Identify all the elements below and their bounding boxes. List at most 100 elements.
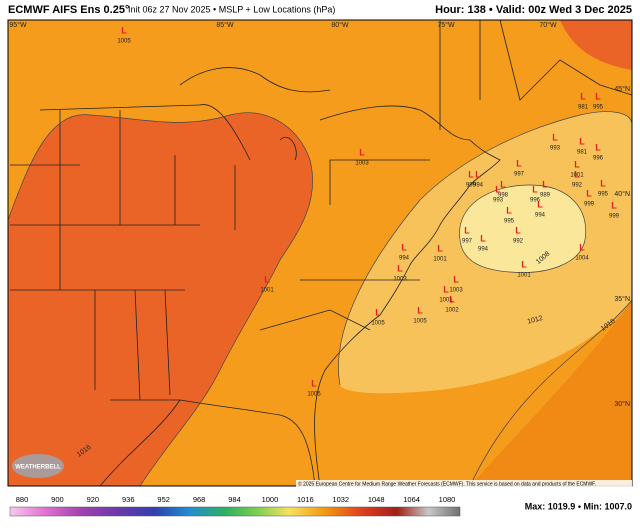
colorbar-label: 1048 xyxy=(368,495,385,504)
low-pressure-value: 981 xyxy=(578,105,589,111)
low-pressure-value: 996 xyxy=(593,156,604,162)
low-symbol: L xyxy=(574,169,580,179)
low-symbol: L xyxy=(121,25,127,35)
low-pressure-value: 1003 xyxy=(393,277,407,283)
low-pressure-value: 1001 xyxy=(517,273,531,279)
low-symbol: L xyxy=(264,274,270,284)
low-symbol: L xyxy=(311,378,317,388)
low-symbol: L xyxy=(401,242,407,252)
high-pressure-zone xyxy=(470,300,632,486)
low-pressure-value: 1001 xyxy=(433,257,447,263)
colorbar-label: 1032 xyxy=(332,495,349,504)
colorbar-label: 900 xyxy=(51,495,64,504)
low-pressure-value: 1003 xyxy=(355,161,369,167)
low-symbol: L xyxy=(475,169,481,179)
low-symbol: L xyxy=(443,284,449,294)
copyright: © 2025 European Centre for Medium Range … xyxy=(298,480,596,487)
low-symbol: L xyxy=(500,179,506,189)
low-symbol: L xyxy=(375,307,381,317)
low-pressure-value: 999 xyxy=(466,183,477,189)
colorbar-label: 984 xyxy=(228,495,241,504)
low-pressure-value: 999 xyxy=(609,214,620,220)
colorbar-label: 880 xyxy=(16,495,29,504)
colorbar xyxy=(9,506,461,517)
logo-text: WEATHERBELL xyxy=(15,465,61,471)
low-symbol: L xyxy=(532,184,538,194)
low-pressure-value: 992 xyxy=(513,239,524,245)
low-pressure-value: 1004 xyxy=(575,256,589,262)
colorbar-label: 968 xyxy=(193,495,206,504)
low-symbol: L xyxy=(579,242,585,252)
low-symbol: L xyxy=(506,205,512,215)
low-symbol: L xyxy=(417,305,423,315)
low-pressure-value: 1003 xyxy=(449,288,463,294)
low-pressure-value: 999 xyxy=(584,202,595,208)
low-symbol: L xyxy=(552,132,558,142)
low-symbol: L xyxy=(468,169,474,179)
latitude-label: 40°N xyxy=(614,190,630,198)
low-pressure-value: 1005 xyxy=(371,321,385,327)
contour-region xyxy=(459,185,586,273)
low-symbol: L xyxy=(542,179,548,189)
latitude-label: 45°N xyxy=(614,85,630,93)
colorbar-label: 1080 xyxy=(439,495,456,504)
valid-time: Hour: 138 • Valid: 00z Wed 3 Dec 2025 xyxy=(435,4,632,16)
map-area: WEATHERBELL xyxy=(7,19,633,487)
low-pressure-value: 992 xyxy=(572,183,583,189)
low-pressure-zone xyxy=(8,112,313,486)
low-symbol: L xyxy=(359,147,365,157)
colorbar-label: 936 xyxy=(122,495,135,504)
latitude-label: 30°N xyxy=(614,400,630,408)
subtitle: Init 06z 27 Nov 2025 • MSLP + Low Locati… xyxy=(128,4,335,14)
longitude-label: 70°W xyxy=(539,21,557,29)
low-pressure-value: 981 xyxy=(577,150,588,156)
low-symbol: L xyxy=(579,136,585,146)
contour-lines xyxy=(7,111,633,487)
low-pressure-value: 995 xyxy=(504,219,515,225)
low-symbol: L xyxy=(574,159,580,169)
low-pressure-value: 1001 xyxy=(570,173,584,179)
low-pressure-value: 995 xyxy=(598,192,609,198)
low-pressure-value: 1005 xyxy=(117,39,131,45)
low-symbol: L xyxy=(495,184,501,194)
low-pressure-value: 1001 xyxy=(260,288,274,294)
low-symbol: L xyxy=(595,142,601,152)
low-symbol: L xyxy=(464,225,470,235)
low-symbol: L xyxy=(580,91,586,101)
low-symbol: L xyxy=(453,274,459,284)
logo-mark xyxy=(12,454,64,478)
logo: WEATHERBELL xyxy=(12,454,64,478)
title: ECMWF AIFS Ens 0.25° xyxy=(8,4,129,16)
low-pressure-value: 994 xyxy=(399,256,410,262)
contour-label: 1012 xyxy=(527,315,544,326)
low-pressure-value: 997 xyxy=(462,239,473,245)
latitude-label: 35°N xyxy=(614,295,630,303)
low-symbol: L xyxy=(449,294,455,304)
colorbar-label: 1064 xyxy=(403,495,420,504)
low-pressure-value: 1005 xyxy=(413,319,427,325)
low-symbol: L xyxy=(521,259,527,269)
low-pressure-value: 996 xyxy=(530,198,541,204)
low-symbol: L xyxy=(586,188,592,198)
low-symbol: L xyxy=(480,233,486,243)
low-symbol: L xyxy=(397,263,403,273)
colorbar-label: 1016 xyxy=(297,495,314,504)
longitude-label: 80°W xyxy=(331,21,349,29)
low-pressure-value: 994 xyxy=(535,213,546,219)
low-pressure-value: 993 xyxy=(550,146,561,152)
stats: Max: 1019.9 • Min: 1007.0 xyxy=(525,501,632,511)
longitude-label: 85°W xyxy=(216,21,234,29)
low-symbol: L xyxy=(537,199,543,209)
low-symbol: L xyxy=(437,243,443,253)
low-symbol: L xyxy=(600,178,606,188)
low-pressure-value: 993 xyxy=(493,198,504,204)
low-pressure-value: 1001 xyxy=(439,298,453,304)
longitude-label: 95°W xyxy=(9,21,27,29)
colorbar-label: 920 xyxy=(87,495,100,504)
low-pressure-value: 1005 xyxy=(307,392,321,398)
copyright-bg xyxy=(296,480,632,488)
colorbar-label: 952 xyxy=(157,495,170,504)
low-pressure-value: 994 xyxy=(478,247,489,253)
